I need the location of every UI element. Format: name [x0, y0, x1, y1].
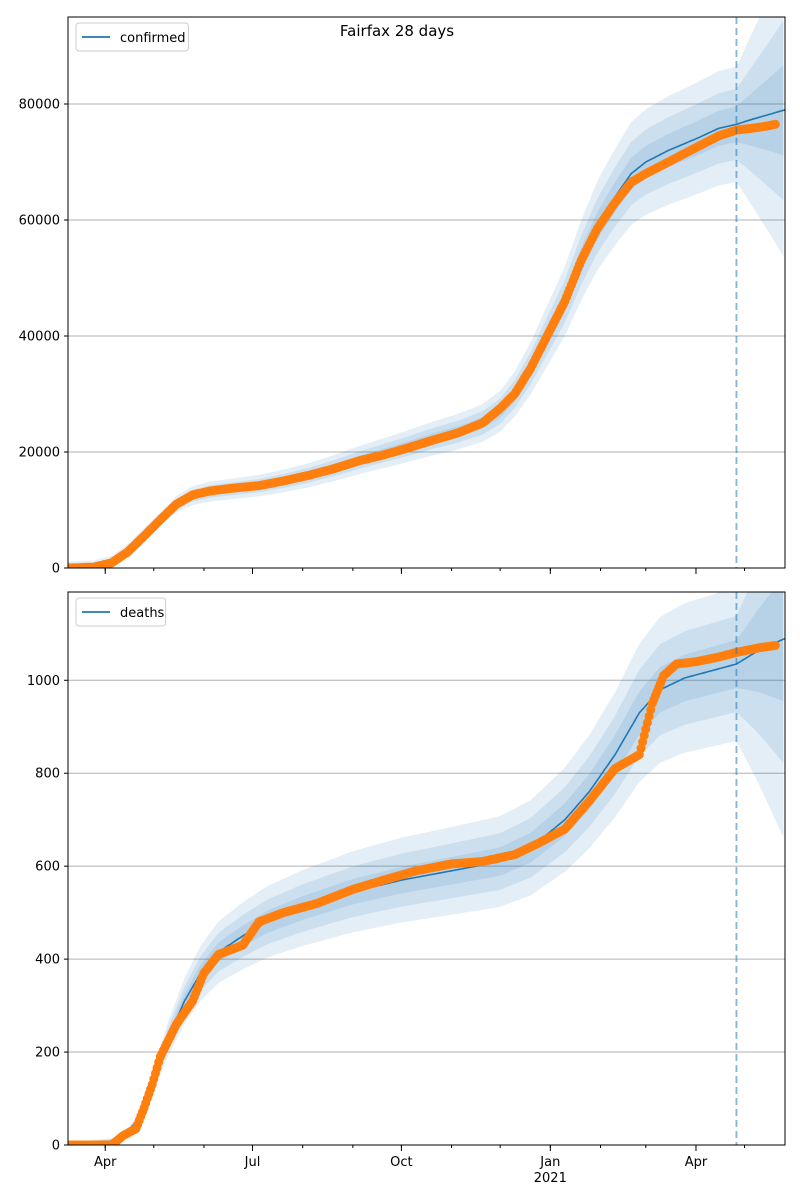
legend-label: deaths — [120, 606, 165, 621]
x-tick-label: Jul — [244, 1155, 261, 1170]
legend-label: confirmed — [120, 31, 186, 46]
observed-point — [770, 640, 780, 650]
y-tick-label: 800 — [35, 767, 60, 782]
observed-point — [770, 119, 780, 129]
model-line — [68, 637, 785, 1145]
legend: deaths — [75, 597, 167, 627]
uncertainty-band — [68, 17, 784, 568]
x-tick-label: Apr — [94, 1155, 117, 1170]
y-tick-label: 20000 — [19, 446, 60, 461]
deaths-panel: 0 200 400 600 800 1000 Apr Jul Oct Jan Apr 2021 deat… — [27, 591, 786, 1186]
legend-box — [75, 597, 167, 627]
figure-title: Fairfax 28 days — [340, 22, 454, 40]
y-tick-label: 0 — [52, 562, 60, 577]
x-tick-label: Apr — [685, 1155, 708, 1170]
legend: confirmed — [75, 22, 189, 52]
y-tick-label: 1000 — [27, 674, 60, 689]
uncertainty-band — [68, 592, 784, 1145]
legend-box — [75, 22, 189, 52]
axes-frame — [67, 591, 786, 1146]
y-tick-label: 600 — [35, 860, 60, 875]
plot-area — [68, 592, 785, 1145]
axes-frame — [67, 16, 786, 569]
x-tick-label: Oct — [390, 1155, 412, 1170]
y-tick-label: 80000 — [19, 98, 60, 113]
y-tick-label: 400 — [35, 953, 60, 968]
y-tick-label: 60000 — [19, 214, 60, 229]
y-tick-label: 200 — [35, 1046, 60, 1061]
y-tick-label: 0 — [52, 1139, 60, 1154]
uncertainty-band — [68, 65, 784, 568]
x-year-label: 2021 — [534, 1171, 567, 1186]
confirmed-panel: 0 20000 40000 60000 80000 confirmed — [19, 16, 786, 577]
x-tick-label: Jan — [539, 1155, 560, 1170]
plot-area — [68, 17, 785, 568]
y-tick-label: 40000 — [19, 330, 60, 345]
